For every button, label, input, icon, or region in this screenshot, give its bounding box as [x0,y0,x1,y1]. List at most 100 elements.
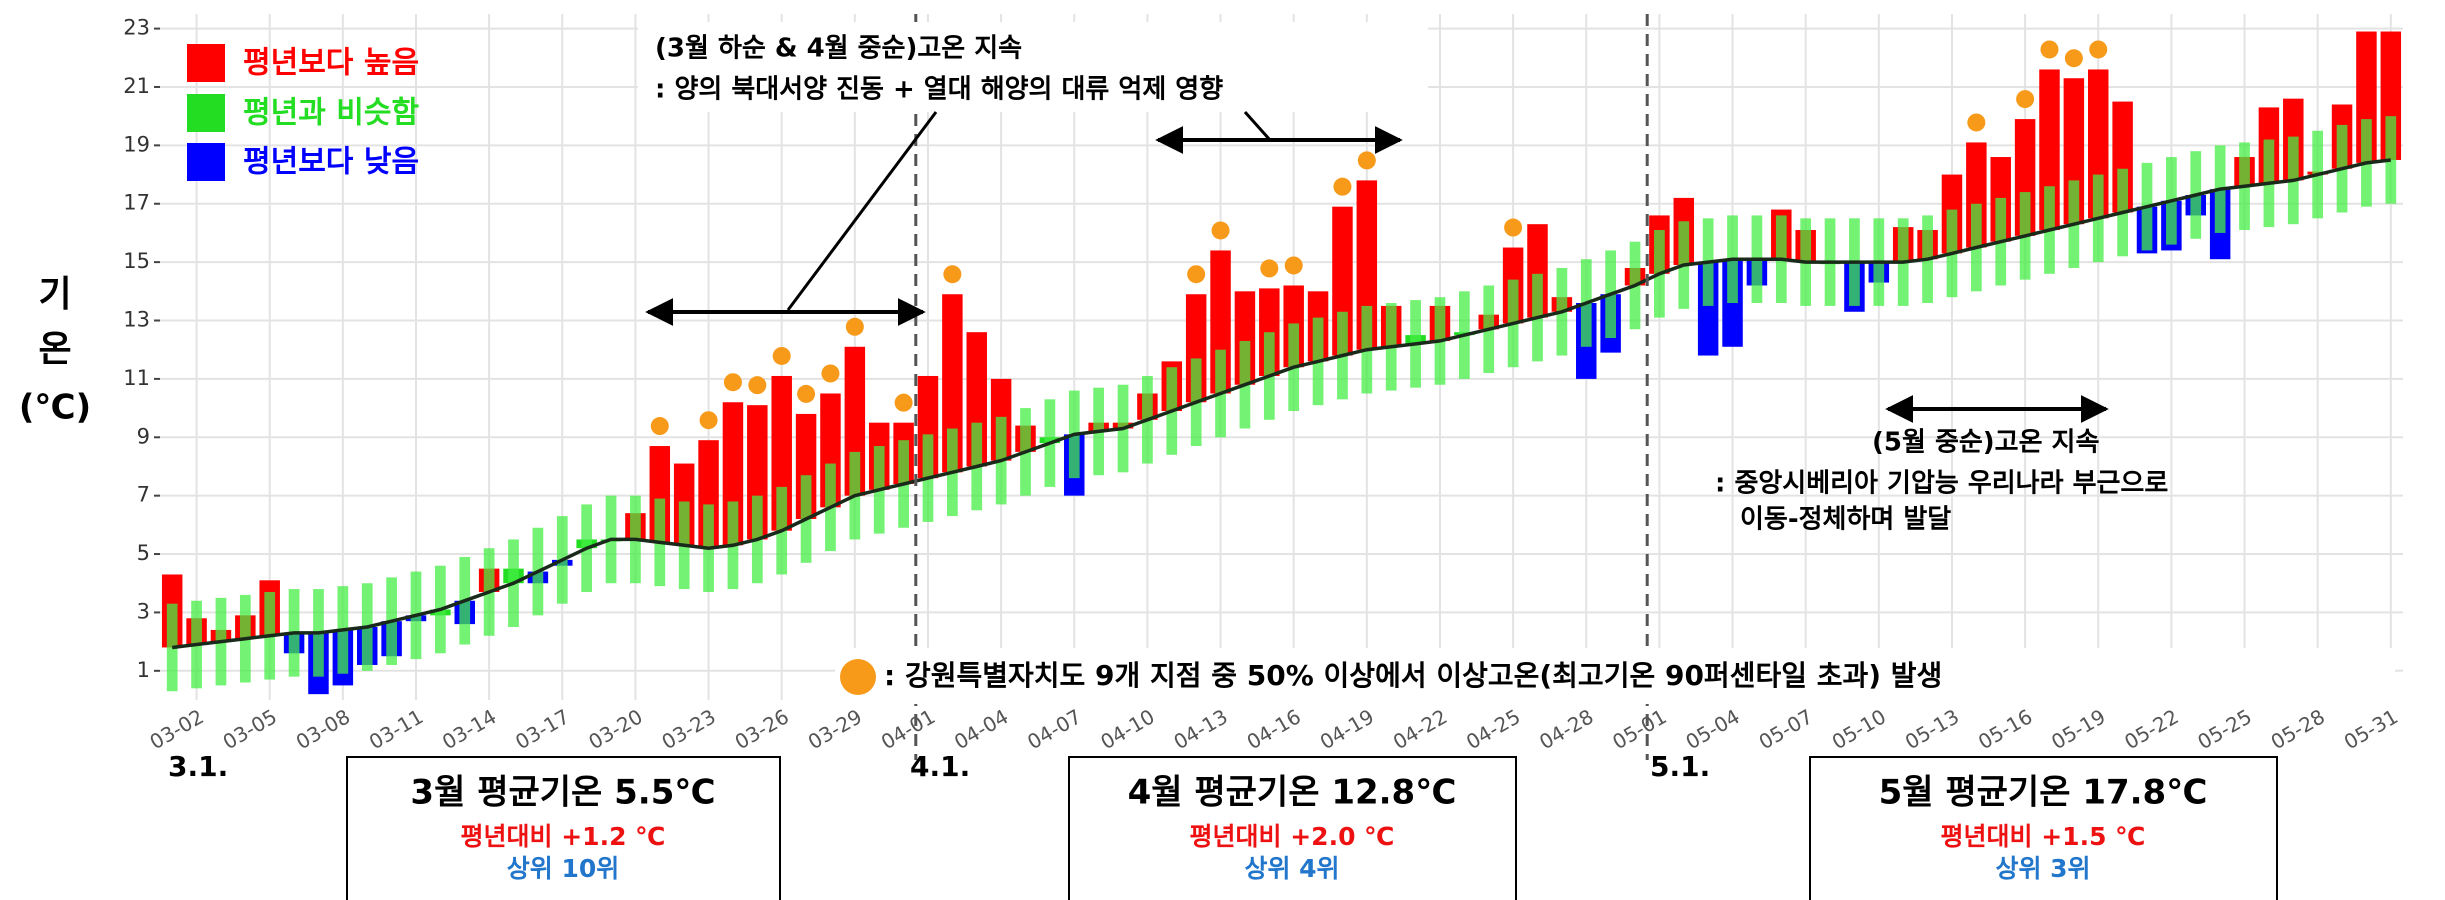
annotation-text: (5월 중순)고온 지속 [1872,428,2099,458]
x-tick-label: 04-01 [877,704,939,754]
connector [786,111,938,311]
extreme-dot [1284,256,1303,275]
anomaly-bar [942,294,963,473]
x-tick-label: 03-05 [219,704,281,754]
extreme-dot [723,373,742,392]
x-tick-label: 04-19 [1316,704,1378,754]
normal-line [171,158,2392,650]
summary-diff: 평년대비 +1.2 ℃ [461,822,666,851]
legend: 평년보다 높음 평년과 비슷함 평년보다 낮음 [187,44,419,181]
y-tick-label: 21 [123,74,150,98]
y-tick-label: 9 [137,424,150,448]
x-tick-label: 04-13 [1169,704,1231,754]
summary-title: 3월 평균기온 5.5℃ [410,773,715,813]
y-tick-label: 19 [123,132,150,156]
y-tick-label: 13 [123,308,150,332]
x-tick-label: 03-23 [657,704,719,754]
x-tick-label: 03-08 [292,704,354,754]
summary-box: 5월 평균기온 17.8℃ 평년대비 +1.5 ℃ 상위 3위 [1809,756,2278,900]
summary-rank: 상위 3위 [1995,854,2090,883]
extreme-dot [943,265,962,284]
extreme-dot [1357,151,1376,170]
month-label: 4.1. [910,750,970,783]
x-tick-label: 05-04 [1681,704,1743,754]
x-tick-label: 04-28 [1535,704,1597,754]
extreme-dot [1187,265,1206,284]
legend-swatch [187,94,225,132]
annotation-box [638,22,1428,112]
summary-rank: 상위 10위 [507,854,620,883]
y-tick-label: 15 [123,249,150,273]
y-tick-label: 5 [137,541,150,565]
extreme-dot [1967,113,1986,132]
extreme-dot [650,417,669,436]
y-tick-label: 7 [137,483,150,507]
legend-swatch [187,44,225,82]
annotation-text: : 중앙시베리아 기압능 우리나라 부근으로 [1715,469,2168,499]
x-tick-label: 05-19 [2047,704,2109,754]
x-tick-label: 05-07 [1755,704,1817,754]
x-tick-label: 04-25 [1462,704,1524,754]
annotation-text: (3월 하순 & 4월 중순)고온 지속 [655,34,1022,64]
y-axis-label: (℃) [19,388,91,428]
x-tick-label: 03-20 [584,704,646,754]
extreme-dot [2089,40,2108,59]
legend-label: 평년보다 높음 [243,46,419,81]
y-tick-label: 23 [123,16,150,40]
x-tick-label: 05-31 [2340,704,2402,754]
x-tick-label: 04-16 [1243,704,1305,754]
extreme-dot [2040,40,2059,59]
summary-box: 3월 평균기온 5.5℃ 평년대비 +1.2 ℃ 상위 10위 [346,756,781,900]
y-tick-label: 1 [137,658,150,682]
summary-diff: 평년대비 +1.5 ℃ [1941,822,2146,851]
extreme-dot [894,393,913,412]
x-tick-label: 05-28 [2267,704,2329,754]
extreme-dot [797,384,816,403]
extreme-dot [748,376,767,395]
extreme-dot [845,317,864,336]
x-tick-label: 03-14 [438,704,500,754]
x-tick-label: 04-22 [1389,704,1451,754]
x-tick-label: 04-04 [950,704,1012,754]
x-tick-label: 05-22 [2120,704,2182,754]
extreme-dot [1504,218,1523,237]
summary-title: 4월 평균기온 12.8℃ [1128,773,1457,813]
extreme-dot [2064,49,2083,68]
summary-title: 5월 평균기온 17.8℃ [1879,773,2208,813]
x-tick-label: 03-26 [731,704,793,754]
legend-label: 평년보다 낮음 [243,145,419,180]
x-tick-label: 05-10 [1828,704,1890,754]
y-tick-label: 11 [123,366,150,390]
x-tick-label: 05-16 [1974,704,2036,754]
summary-frame [1809,756,2278,900]
x-tick-label: 04-10 [1096,704,1158,754]
x-tick-label: 03-17 [511,704,573,754]
y-tick-label: 17 [123,191,150,215]
connector [1243,111,1272,141]
extreme-dot [772,346,791,365]
x-tick-label: 04-07 [1023,704,1085,754]
normal-range-bar [2385,116,2397,204]
annotation-text: 이동-정체하며 발달 [1740,505,1951,535]
legend-label: 평년과 비슷함 [243,96,419,131]
extreme-legend-dot [840,659,876,695]
x-tick-label: 03-02 [145,704,207,754]
extreme-dot [821,364,840,383]
annotation-text: : 양의 북대서양 진동 + 열대 해양의 대류 억제 영향 [655,75,1223,105]
extreme-dot [2016,90,2035,109]
summary-frame [1068,756,1517,900]
extreme-dot [1333,177,1352,196]
y-tick-label: 3 [137,599,150,623]
normal-range-bar [166,603,178,692]
x-tick-label: 03-29 [804,704,866,754]
summary-rank: 상위 4위 [1244,854,1339,883]
y-axis-label: 온 [38,329,71,370]
month-label: 5.1. [1650,750,1710,783]
x-tick-label: 05-01 [1608,704,1670,754]
x-tick-label: 05-13 [1901,704,1963,754]
extreme-legend-label: : 강원특별자치도 9개 지점 중 50% 이상에서 이상고온(최고기온 90퍼… [884,659,1942,692]
summary-box: 4월 평균기온 12.8℃ 평년대비 +2.0 ℃ 상위 4위 [1068,756,1517,900]
x-tick-label: 03-11 [365,704,427,754]
